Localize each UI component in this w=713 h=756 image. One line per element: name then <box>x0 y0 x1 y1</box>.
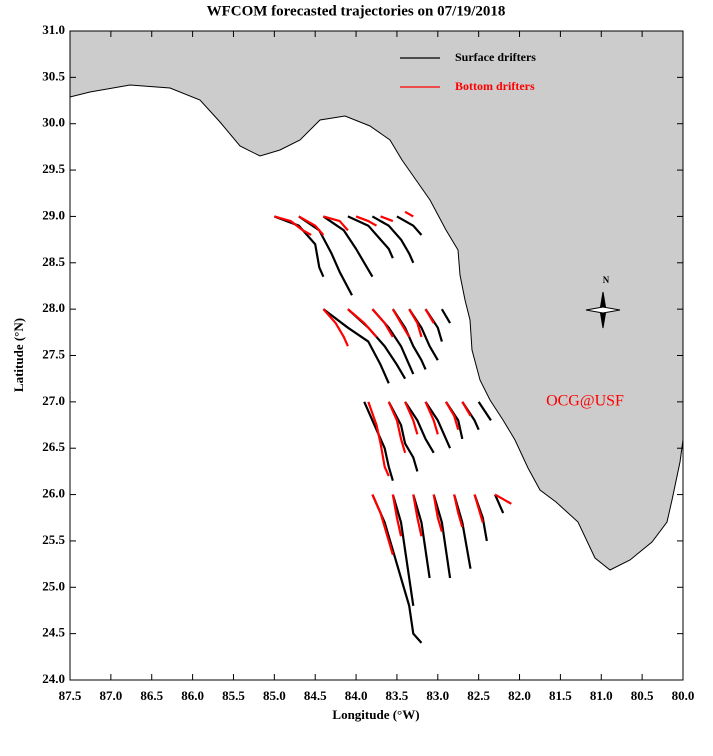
trajectory <box>412 494 431 579</box>
x-tick-label: 85.0 <box>263 688 286 703</box>
trajectory <box>404 210 414 218</box>
trajectory <box>453 494 464 528</box>
trajectory <box>387 401 407 454</box>
trajectory <box>371 494 394 556</box>
y-tick-label: 29.0 <box>42 207 65 222</box>
trajectory <box>391 494 415 606</box>
trajectory <box>494 494 505 514</box>
compass-label: N <box>603 275 610 285</box>
y-tick-label: 28.5 <box>42 254 65 269</box>
trajectory <box>274 215 312 236</box>
trajectory <box>424 401 439 435</box>
x-tick-label: 86.0 <box>181 688 204 703</box>
trajectory <box>367 401 390 477</box>
trajectory <box>322 215 374 278</box>
compass-needle <box>585 306 621 314</box>
x-tick-label: 84.5 <box>304 688 327 703</box>
x-tick-label: 87.5 <box>59 688 82 703</box>
trajectory <box>371 215 415 264</box>
trajectory <box>473 494 484 523</box>
x-tick-label: 86.5 <box>140 688 163 703</box>
y-tick-label: 26.0 <box>42 486 65 501</box>
trajectory <box>440 308 452 324</box>
trajectory <box>461 401 472 417</box>
x-tick-label: 85.5 <box>222 688 245 703</box>
trajectory <box>347 215 394 259</box>
y-axis-label: Latitude (°N) <box>11 318 26 392</box>
trajectory <box>363 401 394 481</box>
trajectory <box>432 494 443 532</box>
trajectory <box>380 215 394 223</box>
trajectory <box>424 308 435 324</box>
y-tick-label: 29.5 <box>42 161 65 176</box>
trajectory <box>387 401 419 472</box>
annotation: OCG@USF <box>546 393 624 410</box>
compass <box>585 291 621 329</box>
y-tick-label: 25.5 <box>42 532 65 547</box>
trajectory <box>494 493 512 505</box>
trajectory <box>322 308 349 347</box>
trajectory <box>273 215 325 278</box>
trajectory <box>355 215 378 227</box>
x-axis-label: Longitude (°W) <box>332 707 419 722</box>
y-tick-label: 27.5 <box>42 346 65 361</box>
x-tick-label: 82.0 <box>508 688 531 703</box>
legend-label: Surface drifters <box>455 50 536 64</box>
trajectory <box>477 401 492 422</box>
x-tick-label: 83.0 <box>426 688 449 703</box>
x-tick-label: 83.5 <box>386 688 409 703</box>
chart-title: WFCOM forecasted trajectories on 07/19/2… <box>207 3 506 19</box>
trajectory <box>408 308 423 338</box>
y-tick-label: 25.0 <box>42 578 65 593</box>
y-tick-label: 24.0 <box>42 671 65 686</box>
trajectory <box>391 494 403 537</box>
y-tick-label: 31.0 <box>42 22 65 37</box>
trajectory <box>323 215 349 232</box>
y-tick-label: 30.0 <box>42 115 65 130</box>
trajectory <box>298 215 353 296</box>
trajectory <box>404 401 435 454</box>
trajectory <box>347 308 378 338</box>
y-tick-label: 27.0 <box>42 393 65 408</box>
trajectory <box>404 401 419 435</box>
y-tick-label: 26.5 <box>42 439 65 454</box>
trajectory <box>445 401 460 430</box>
land <box>69 30 684 571</box>
x-tick-label: 82.5 <box>467 688 490 703</box>
trajectory <box>424 401 452 449</box>
trajectory <box>322 308 390 384</box>
trajectory <box>391 308 411 338</box>
x-tick-label: 84.0 <box>345 688 368 703</box>
x-tick-label: 80.0 <box>672 688 695 703</box>
y-tick-label: 30.5 <box>42 68 65 83</box>
trajectory <box>371 308 394 338</box>
x-tick-label: 81.0 <box>590 688 613 703</box>
x-tick-label: 87.0 <box>99 688 122 703</box>
trajectory <box>298 215 325 236</box>
trajectory <box>396 215 423 236</box>
x-tick-label: 80.5 <box>631 688 654 703</box>
trajectory <box>412 494 423 537</box>
x-tick-label: 81.5 <box>549 688 572 703</box>
y-tick-label: 24.5 <box>42 625 65 640</box>
trajectory <box>371 494 423 644</box>
trajectory <box>432 494 452 579</box>
y-tick-label: 28.0 <box>42 300 65 315</box>
legend-label: Bottom drifters <box>455 79 535 93</box>
